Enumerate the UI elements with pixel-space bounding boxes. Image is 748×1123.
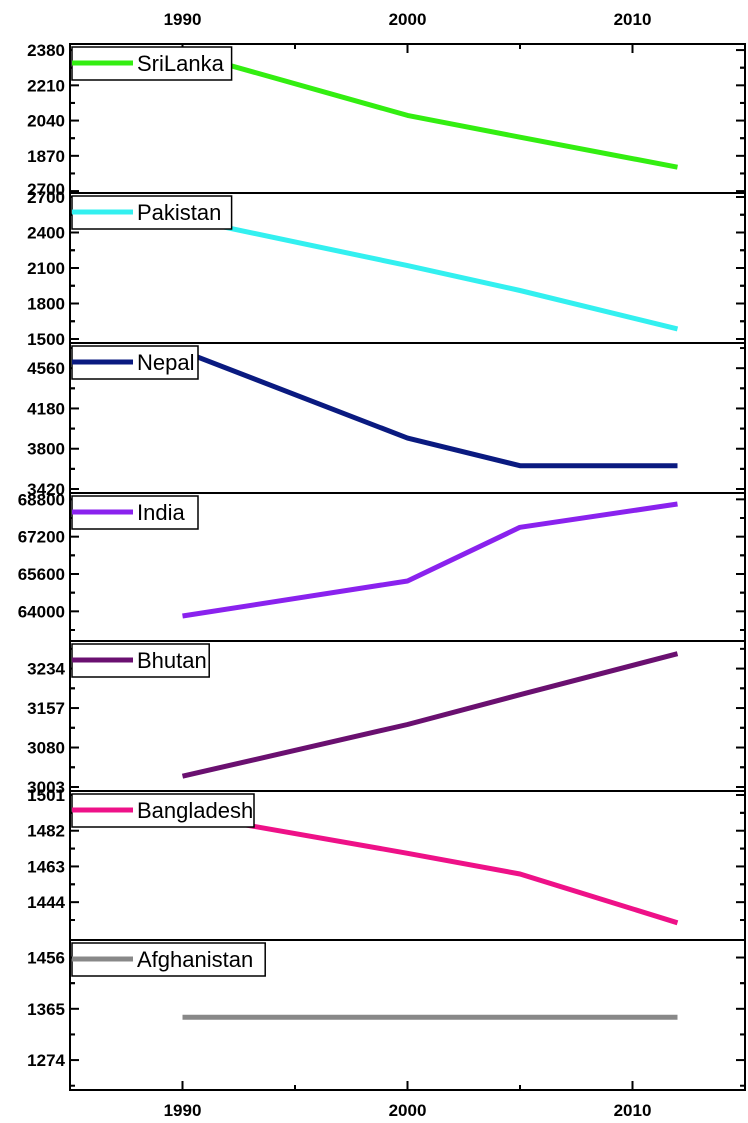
x-tick-label-top: 1990 (164, 10, 202, 29)
y-tick-label: 2040 (27, 112, 65, 131)
y-tick-label: 3800 (27, 440, 65, 459)
y-tick-label: 2700 (27, 180, 65, 199)
y-tick-label: 4180 (27, 399, 65, 418)
panel-india: 68800 67200 65600 64000 India (18, 490, 746, 642)
y-tick-label: 1463 (27, 857, 65, 876)
panel-afghanistan: 1456 1365 1274 Afghanistan (27, 939, 746, 1091)
x-tick-label-top: 2010 (614, 10, 652, 29)
legend: Bhutan (71, 643, 210, 678)
legend: Afghanistan (71, 942, 266, 977)
panel-bangladesh: 1501 1482 1463 1444 Bangladesh (27, 786, 746, 941)
y-tick-label: 1482 (27, 822, 65, 841)
y-tick-label: 1444 (27, 893, 65, 912)
y-tick-label: 3003 (27, 778, 65, 797)
y-tick-label: 1501 (27, 786, 65, 805)
y-tick-label: 1500 (27, 330, 65, 349)
legend: SriLanka (71, 46, 233, 81)
panel-srilanka: 2380 2210 2040 1870 2700 SriLanka (27, 41, 746, 199)
chart-panels: 2380 2210 2040 1870 2700 SriLanka 2700 2400 2100… (18, 41, 746, 1091)
panel-bhutan: 3234 3157 3080 3003 Bhutan (27, 640, 746, 797)
y-tick-label: 1365 (27, 1000, 65, 1019)
y-tick-label: 1456 (27, 949, 65, 968)
panel-nepal: 4560 4180 3800 3420 Nepal (27, 342, 746, 499)
y-tick-label: 2700 (27, 188, 65, 207)
legend-box (71, 46, 233, 81)
y-tick-label: 64000 (18, 602, 65, 621)
y-tick-label: 2380 (27, 41, 65, 60)
y-tick-label: 68800 (18, 490, 65, 509)
y-tick-label: 65600 (18, 565, 65, 584)
series-line-pakistan (181, 215, 679, 332)
legend-label: Pakistan (137, 200, 221, 225)
panel-pakistan: 2700 2400 2100 1800 1500 Pakistan (27, 188, 746, 349)
legend: Pakistan (71, 195, 233, 230)
legend: Bangladesh (71, 793, 255, 828)
y-tick-label: 4560 (27, 359, 65, 378)
y-tick-label: 3420 (27, 480, 65, 499)
legend: Nepal (71, 345, 199, 380)
y-tick-label: 3234 (27, 660, 65, 679)
x-tick-label-top: 2000 (389, 10, 427, 29)
legend: India (71, 495, 199, 530)
y-tick-label: 1274 (27, 1051, 65, 1070)
y-tick-label: 2400 (27, 224, 65, 243)
y-tick-label: 67200 (18, 528, 65, 547)
series-line-bangladesh (182, 811, 679, 926)
x-tick-label-bottom: 1990 (164, 1101, 202, 1120)
legend-label: SriLanka (137, 51, 225, 76)
legend-label: Bangladesh (137, 798, 253, 823)
y-tick-label: 2210 (27, 76, 65, 95)
series-line-india (182, 501, 678, 619)
y-tick-label: 3157 (27, 699, 65, 718)
series-line-bhutan (181, 651, 679, 779)
y-tick-label: 1870 (27, 147, 65, 166)
legend-label: Afghanistan (137, 947, 253, 972)
x-tick-label-bottom: 2000 (389, 1101, 427, 1120)
series-line-nepal (181, 348, 678, 469)
bottom-x-axis: 1990 2000 2010 (69, 1081, 746, 1120)
y-tick-label: 2100 (27, 259, 65, 278)
top-x-axis: 1990 2000 2010 (69, 10, 746, 53)
x-tick-label-bottom: 2010 (614, 1101, 652, 1120)
legend-label: Bhutan (137, 648, 207, 673)
series-line-srilanka (181, 49, 678, 170)
legend-label: India (137, 500, 185, 525)
y-tick-label: 1800 (27, 295, 65, 314)
y-tick-label: 3080 (27, 739, 65, 758)
legend-label: Nepal (137, 350, 194, 375)
